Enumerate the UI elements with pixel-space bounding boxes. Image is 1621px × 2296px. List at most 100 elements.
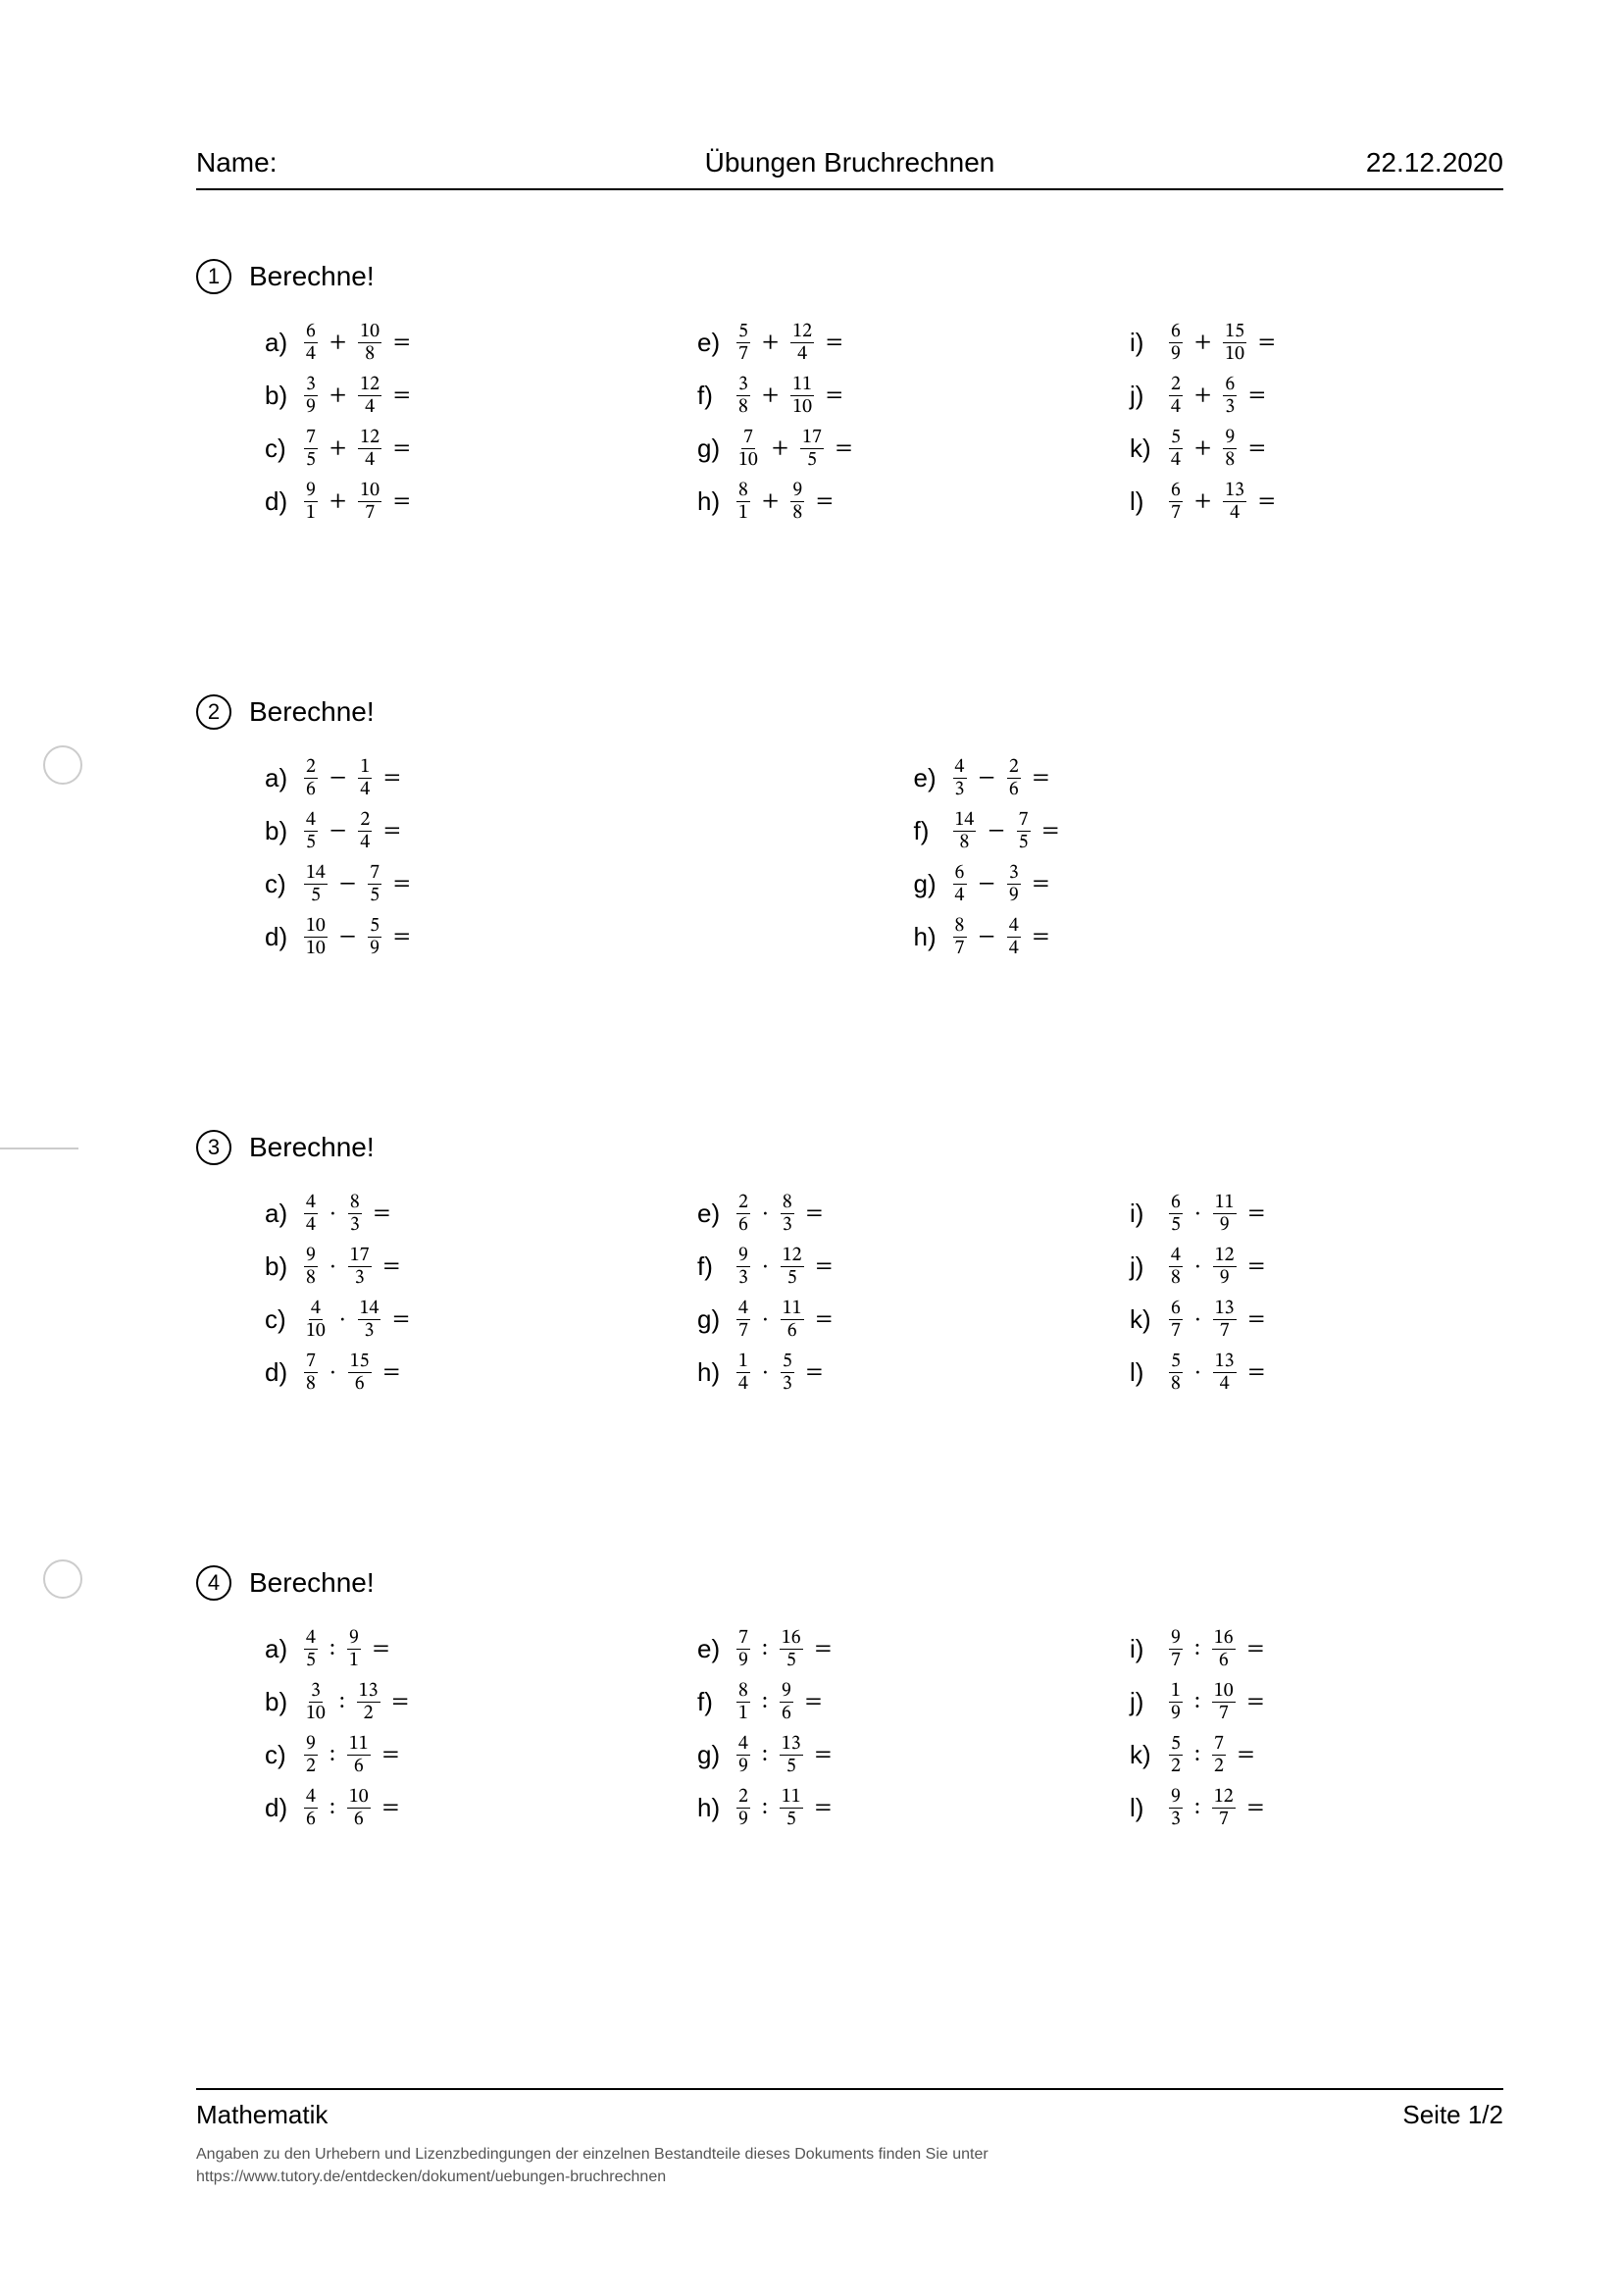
- operator: −: [326, 763, 350, 792]
- problem: f)148−75=: [914, 804, 1504, 857]
- problem-label: d): [265, 922, 304, 952]
- equals-sign: =: [380, 1251, 400, 1281]
- equals-sign: =: [389, 922, 410, 951]
- numerator: 8: [348, 1193, 362, 1214]
- denominator: 9: [1007, 885, 1021, 905]
- numerator: 9: [347, 1628, 361, 1650]
- operator: +: [758, 486, 783, 516]
- numerator: 6: [1169, 481, 1183, 502]
- expression: 64−39=: [953, 863, 1050, 905]
- problems-row: a)44·83=b)98·173=c)410·143=d)78·156=e)26…: [265, 1187, 1503, 1399]
- denominator: 5: [805, 449, 819, 470]
- problems-column: e)26·83=f)93·125=g)47·116=h)14·53=: [697, 1187, 1071, 1399]
- fraction: 119: [1213, 1193, 1237, 1235]
- expression: 47·116=: [736, 1299, 833, 1341]
- denominator: 8: [957, 832, 971, 852]
- denominator: 3: [348, 1214, 362, 1235]
- problem: g)710+175=: [697, 422, 1071, 475]
- equals-sign: =: [370, 1199, 390, 1228]
- fraction: 106: [347, 1787, 371, 1829]
- fraction: 83: [781, 1193, 794, 1235]
- denominator: 10: [1223, 343, 1246, 364]
- problem-label: i): [1130, 1634, 1169, 1664]
- footer: Mathematik Seite 1/2 Angaben zu den Urhe…: [196, 2088, 1503, 2188]
- expression: 97:166=: [1169, 1628, 1264, 1670]
- operator: ·: [1190, 1357, 1205, 1387]
- problem-label: b): [265, 1687, 304, 1717]
- denominator: 10: [304, 1320, 328, 1341]
- page-number: Seite 1/2: [1402, 2100, 1503, 2130]
- problem-label: e): [914, 763, 953, 793]
- numerator: 14: [358, 1299, 381, 1320]
- fraction: 98: [304, 1246, 318, 1288]
- equals-sign: =: [812, 1304, 833, 1334]
- problem: h)29:115=: [697, 1781, 1071, 1834]
- equals-sign: =: [1243, 1687, 1264, 1716]
- exercise-title: Berechne!: [249, 1567, 375, 1599]
- fraction: 49: [736, 1734, 750, 1776]
- exercise-title: Berechne!: [249, 696, 375, 728]
- numerator: 13: [1213, 1299, 1237, 1320]
- problem-label: h): [914, 922, 953, 952]
- expression: 410·143=: [304, 1299, 410, 1341]
- fraction: 53: [781, 1352, 794, 1394]
- equals-sign: =: [1244, 1199, 1265, 1228]
- denominator: 2: [362, 1703, 376, 1723]
- exercise-header: 1Berechne!: [196, 259, 1503, 294]
- numerator: 7: [736, 1628, 750, 1650]
- fraction: 124: [358, 375, 381, 417]
- problem: e)79:165=: [697, 1622, 1071, 1675]
- fraction: 125: [781, 1246, 804, 1288]
- fraction: 24: [1169, 375, 1183, 417]
- exercise-number: 3: [196, 1130, 231, 1165]
- numerator: 4: [1169, 1246, 1183, 1267]
- denominator: 9: [1169, 1703, 1183, 1723]
- operator: ·: [1190, 1199, 1205, 1228]
- numerator: 7: [1017, 810, 1031, 832]
- problem-label: k): [1130, 434, 1169, 464]
- exercise-header: 4Berechne!: [196, 1565, 1503, 1601]
- equals-sign: =: [822, 328, 842, 357]
- expression: 710+175=: [736, 428, 852, 470]
- exercise: 2Berechne!a)26−14=b)45−24=c)145−75=d)101…: [196, 694, 1503, 963]
- operator: ·: [758, 1304, 773, 1334]
- denominator: 3: [736, 1267, 750, 1288]
- fraction: 75: [368, 863, 381, 905]
- problem: h)87−44=: [914, 910, 1504, 963]
- numerator: 13: [780, 1734, 803, 1756]
- fraction: 143: [358, 1299, 381, 1341]
- operator: −: [975, 922, 999, 951]
- operator: :: [758, 1740, 772, 1769]
- equals-sign: =: [389, 486, 410, 516]
- numerator: 4: [736, 1734, 750, 1756]
- numerator: 1: [358, 757, 372, 779]
- equals-sign: =: [1244, 1357, 1265, 1387]
- fraction: 1110: [790, 375, 814, 417]
- fraction: 115: [780, 1787, 803, 1829]
- numerator: 13: [1223, 481, 1246, 502]
- numerator: 4: [309, 1299, 323, 1320]
- problem-label: g): [697, 434, 736, 464]
- equals-sign: =: [389, 381, 410, 410]
- numerator: 3: [304, 375, 318, 396]
- operator: ·: [758, 1199, 773, 1228]
- numerator: 9: [790, 481, 804, 502]
- numerator: 5: [781, 1352, 794, 1373]
- fraction: 26: [736, 1193, 750, 1235]
- equals-sign: =: [802, 1199, 823, 1228]
- equals-sign: =: [369, 1634, 389, 1663]
- denominator: 4: [1169, 396, 1183, 417]
- problem-label: a): [265, 1634, 304, 1664]
- numerator: 15: [348, 1352, 372, 1373]
- problems-column: e)79:165=f)81:96=g)49:135=h)29:115=: [697, 1622, 1071, 1834]
- problem: f)81:96=: [697, 1675, 1071, 1728]
- expression: 44·83=: [304, 1193, 390, 1235]
- exercises-container: 1Berechne!a)64+108=b)39+124=c)75+124=d)9…: [196, 259, 1503, 1834]
- fraction: 59: [368, 916, 381, 958]
- fraction: 91: [347, 1628, 361, 1670]
- denominator: 4: [304, 1214, 318, 1235]
- fraction: 83: [348, 1193, 362, 1235]
- equals-sign: =: [1254, 486, 1275, 516]
- fraction: 96: [780, 1681, 793, 1723]
- operator: +: [326, 328, 350, 357]
